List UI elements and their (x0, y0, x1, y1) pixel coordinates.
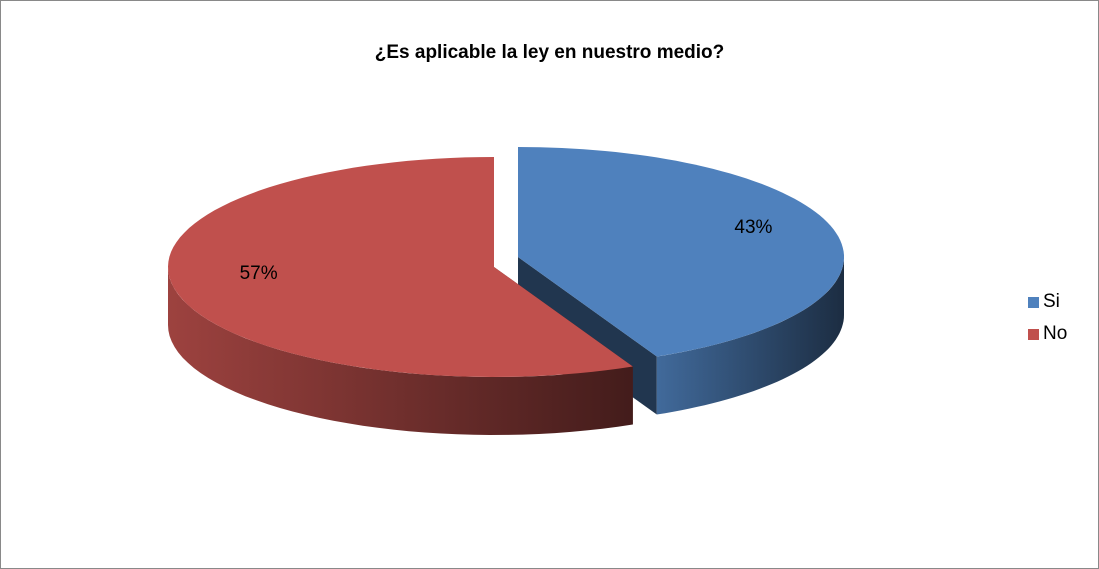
chart-title: ¿Es aplicable la ley en nuestro medio? (374, 42, 725, 63)
pie-slice-no-side (168, 267, 633, 435)
pie-slice-si-side (656, 257, 844, 415)
pie-slice-si (518, 147, 844, 357)
legend-swatch-si (1028, 296, 1039, 308)
data-label-si: 43% (734, 217, 772, 238)
legend-item-no: No (1028, 318, 1067, 350)
pie-slice-no (168, 157, 633, 377)
legend-swatch-no (1028, 328, 1039, 340)
legend-label-no: No (1043, 323, 1068, 344)
legend-label-si: Si (1043, 291, 1060, 312)
legend-item-si: Si (1028, 286, 1067, 318)
legend: Si No (1028, 286, 1067, 350)
data-label-no: 57% (240, 263, 278, 284)
